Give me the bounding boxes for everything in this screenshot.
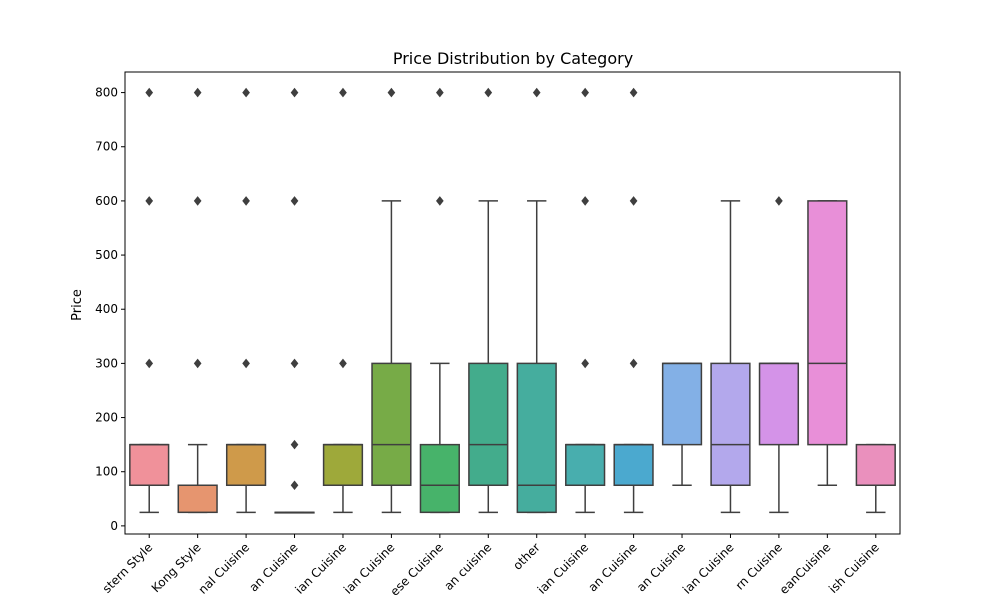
outlier-point — [436, 196, 444, 206]
box — [807, 200, 848, 446]
box — [177, 484, 218, 514]
outlier-point — [193, 196, 202, 206]
y-axis-label: Price — [70, 289, 85, 321]
box-group — [613, 87, 654, 514]
outlier-point — [339, 87, 347, 98]
outlier-point — [145, 358, 154, 369]
x-tick-label: ian Cuisine — [293, 540, 350, 597]
box-group — [274, 87, 315, 514]
y-tick-label: 700 — [95, 140, 118, 154]
outlier-point — [532, 87, 541, 98]
x-tick-label: ian Cuisine — [535, 540, 592, 597]
box — [419, 443, 460, 514]
box — [710, 362, 751, 487]
x-tick-label: stern Style — [100, 540, 156, 596]
outlier-point — [629, 196, 638, 206]
outlier-point — [145, 196, 154, 206]
outlier-point — [484, 87, 493, 98]
outlier-point — [629, 358, 638, 369]
box-group — [661, 362, 703, 487]
outlier-point — [290, 358, 299, 369]
x-tick-label: an Cuisine — [585, 540, 639, 594]
box-group — [758, 196, 800, 514]
box — [225, 443, 267, 487]
box-group — [177, 87, 218, 514]
outlier-point — [290, 196, 299, 206]
x-tick-label: ian Cuisine — [680, 540, 737, 597]
outlier-point — [436, 87, 444, 98]
box-group — [419, 87, 460, 514]
box-group — [516, 87, 557, 514]
outlier-point — [242, 196, 250, 206]
chart-title: Price Distribution by Category — [393, 49, 633, 68]
outlier-point — [581, 87, 589, 98]
x-tick-label: ish Cuisine — [826, 540, 882, 596]
box — [468, 362, 509, 487]
x-tick-label: nal Cuisine — [196, 540, 253, 597]
box — [371, 362, 412, 487]
outlier-point — [290, 480, 299, 491]
box — [613, 443, 654, 487]
outlier-point — [145, 87, 154, 98]
y-tick-label: 0 — [110, 519, 118, 533]
plot-frame — [124, 71, 901, 535]
box-group — [371, 87, 412, 514]
box-group — [855, 443, 896, 514]
outlier-point — [290, 439, 299, 450]
box — [129, 443, 170, 487]
box-group — [807, 200, 848, 487]
y-tick-label: 800 — [95, 86, 118, 100]
outlier-point — [581, 358, 589, 369]
box-group — [710, 200, 751, 514]
box — [661, 362, 703, 446]
y-tick-label: 200 — [95, 411, 118, 425]
box — [322, 443, 364, 487]
y-tick-label: 100 — [95, 465, 118, 479]
box-group — [565, 87, 606, 514]
box — [758, 362, 800, 446]
box-group — [129, 87, 170, 514]
y-tick-label: 500 — [95, 248, 118, 262]
box-group — [322, 87, 364, 514]
y-tick-label: 400 — [95, 302, 118, 316]
x-tick-label: eanCuisine — [777, 540, 834, 597]
outlier-point — [629, 87, 638, 98]
x-tick-label: rn Cuisine — [733, 540, 785, 592]
box — [516, 362, 557, 514]
outlier-point — [581, 196, 589, 206]
box — [855, 443, 896, 487]
outlier-point — [242, 358, 250, 369]
x-tick-label: an cuisine — [441, 540, 494, 593]
y-tick-label: 600 — [95, 194, 118, 208]
box — [565, 443, 606, 487]
outlier-point — [242, 87, 250, 98]
y-tick-label: 300 — [95, 356, 118, 370]
box-group — [225, 87, 267, 514]
box-group — [468, 87, 509, 514]
outlier-point — [193, 358, 202, 369]
outlier-point — [775, 196, 783, 206]
outlier-point — [387, 87, 396, 98]
outlier-point — [193, 87, 202, 98]
outlier-point — [290, 87, 299, 98]
x-tick-label: other — [510, 540, 543, 573]
outlier-point — [339, 358, 347, 369]
